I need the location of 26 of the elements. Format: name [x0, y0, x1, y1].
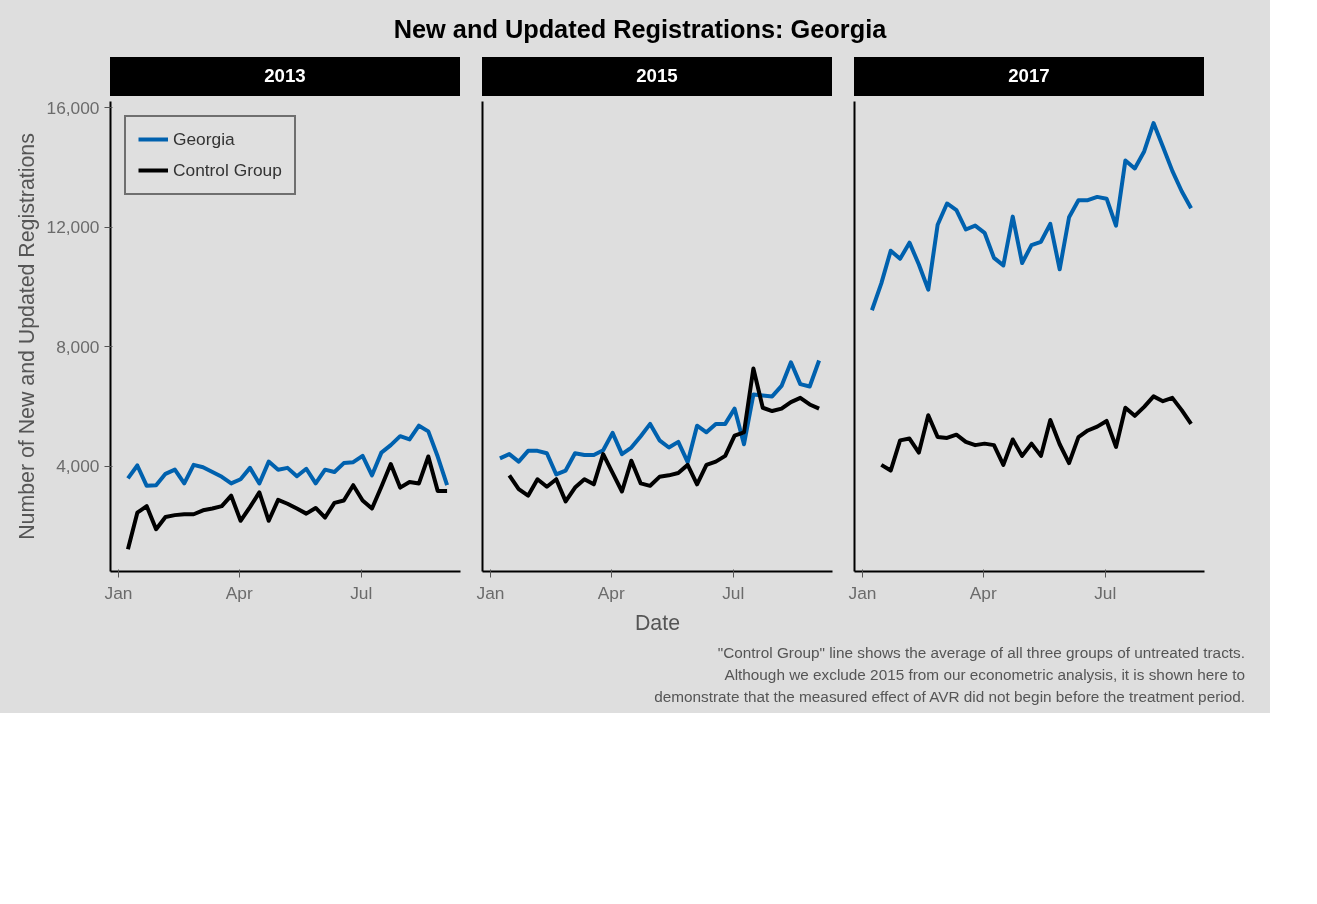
x-tick-label: Apr — [597, 582, 625, 603]
x-tick-label: Apr — [969, 582, 997, 603]
chart-subtitle: 2017 — [1008, 64, 1050, 89]
x-tick-label: Apr — [225, 582, 253, 603]
legend-label: Georgia — [173, 128, 235, 150]
text: Although we exclude 2015 from our econometric analysis, it is shown here to — [724, 665, 1245, 683]
chart-subtitle: 2013 — [264, 64, 306, 89]
y-tick-label: 8,000 — [56, 336, 100, 357]
y-tick-label: 4,000 — [56, 456, 100, 477]
x-tick-label: Jul — [350, 582, 373, 603]
chart-title: New and Updated Registrations: Georgia — [393, 14, 887, 45]
x-tick-label: Jan — [104, 582, 133, 603]
x-tick-label: Jul — [722, 582, 745, 603]
x-tick-label: Jan — [476, 582, 505, 603]
y-tick-label: 12,000 — [46, 216, 100, 237]
x-tick-label: Jan — [848, 582, 877, 603]
x-axis-title: Date — [634, 610, 681, 635]
text: demonstrate that the measured effect of AVR did not begin before the treatment period. — [654, 687, 1245, 705]
legend-label: Control Group — [173, 159, 282, 181]
y-axis-title: Number of New and Updated Registrations — [14, 133, 39, 540]
line-series — [125, 423, 450, 488]
x-tick-label: Jul — [1094, 582, 1117, 603]
text: "Control Group" line shows the average of all three groups of untreated tracts. — [717, 643, 1245, 661]
line-series — [125, 454, 450, 552]
chart-subtitle: 2015 — [636, 64, 678, 89]
y-tick-label: 16,000 — [46, 97, 100, 118]
